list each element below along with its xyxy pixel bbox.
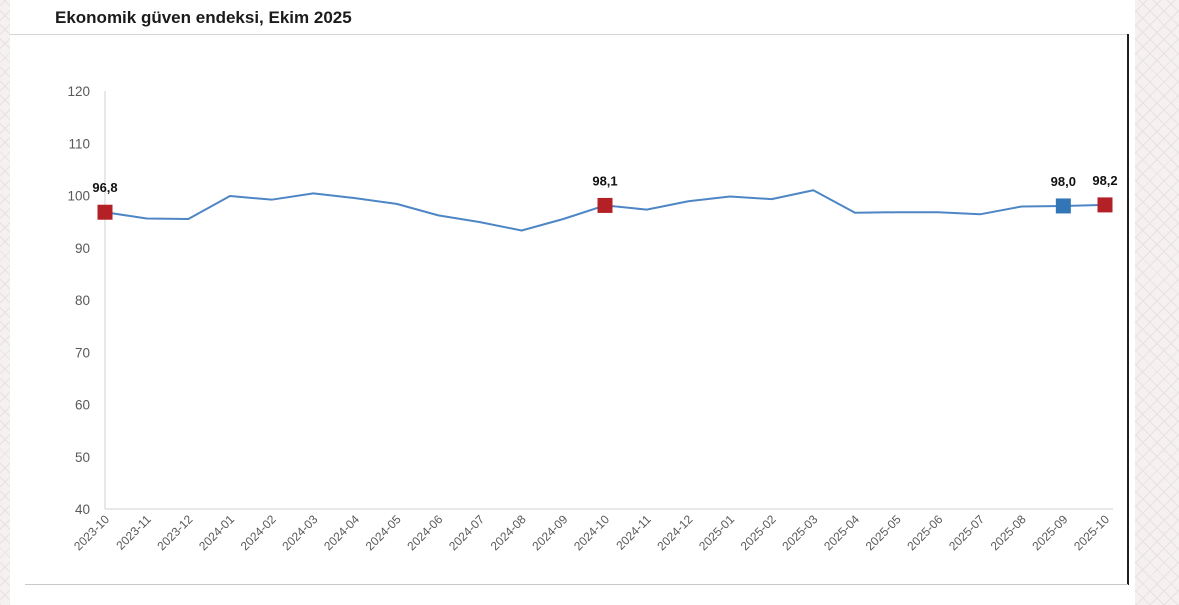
x-tick-label: 2025-07: [946, 512, 987, 553]
x-tick-label: 2025-06: [904, 512, 945, 553]
x-tick-label: 2024-11: [613, 512, 654, 553]
x-tick-label: 2024-09: [529, 512, 570, 553]
x-tick-label: 2024-03: [279, 512, 320, 553]
x-tick-label: 2024-06: [404, 512, 445, 553]
x-tick-label: 2024-02: [238, 512, 279, 553]
y-tick-label: 80: [75, 293, 90, 308]
chart-title: Ekonomik güven endeksi, Ekim 2025: [55, 8, 352, 27]
y-tick-label: 100: [67, 189, 90, 204]
footer-divider: [25, 584, 1128, 585]
y-tick-label: 110: [68, 136, 90, 151]
highlight-marker: [1097, 197, 1113, 213]
chart-right-border-line: [1127, 34, 1129, 585]
x-tick-label: 2025-02: [738, 512, 779, 553]
x-tick-label: 2023-11: [113, 512, 154, 553]
highlight-marker: [97, 204, 113, 220]
x-tick-label: 2025-10: [1071, 512, 1112, 553]
x-tick-label: 2025-01: [696, 512, 737, 553]
x-tick-label: 2024-01: [196, 512, 237, 553]
x-tick-label: 2023-12: [154, 512, 195, 553]
x-tick-label: 2025-05: [863, 512, 904, 553]
y-tick-label: 90: [75, 241, 90, 256]
header-divider: [10, 34, 1129, 35]
marker-value-label: 98,0: [1051, 174, 1076, 189]
y-tick-label: 50: [75, 450, 90, 465]
x-tick-label: 2024-05: [363, 512, 404, 553]
y-tick-label: 120: [67, 84, 90, 99]
highlight-marker: [597, 197, 613, 213]
x-tick-label: 2024-12: [654, 512, 695, 553]
x-tick-label: 2024-10: [571, 512, 612, 553]
x-tick-label: 2025-09: [1029, 512, 1070, 553]
y-tick-label: 60: [75, 398, 90, 413]
marker-value-label: 98,1: [592, 173, 617, 188]
x-tick-label: 2024-08: [488, 512, 529, 553]
marker-value-label: 98,2: [1092, 173, 1117, 188]
highlight-marker: [1055, 198, 1071, 214]
x-tick-label: 2025-04: [821, 512, 862, 553]
chart-card: Ekonomik güven endeksi, Ekim 2025 120 110…: [10, 0, 1135, 605]
x-tick-label: 2024-04: [321, 512, 362, 553]
x-tick-label: 2024-07: [446, 512, 487, 553]
background-pattern-right: [1135, 0, 1179, 605]
x-tick-label: 2025-08: [988, 512, 1029, 553]
marker-value-label: 96,8: [92, 180, 117, 195]
background-pattern-left: [0, 0, 10, 605]
y-tick-label: 70: [75, 345, 90, 360]
x-tick-label: 2025-03: [779, 512, 820, 553]
x-tick-label: 2023-10: [71, 512, 112, 553]
y-tick-label: 40: [75, 502, 90, 517]
